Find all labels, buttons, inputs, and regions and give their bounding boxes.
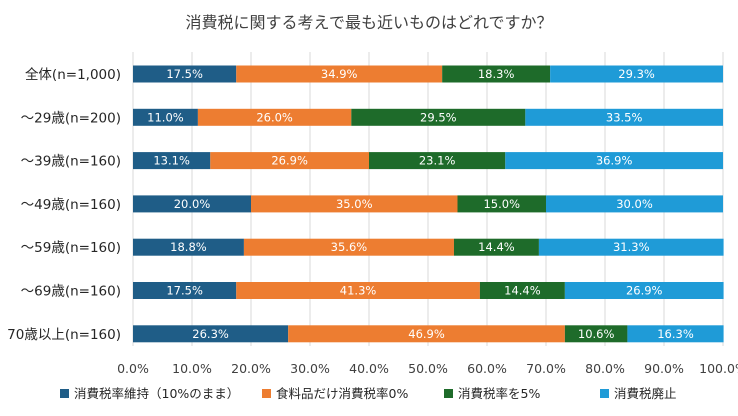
bar-segment	[457, 195, 546, 213]
bar-segment	[442, 65, 551, 83]
legend-label: 消費税率維持（10%のまま）	[74, 386, 239, 401]
bar-segment	[550, 65, 723, 83]
bar-segment	[453, 238, 539, 256]
legend-label: 食料品だけ消費税率0%	[276, 386, 408, 401]
legend-label: 消費税廃止	[614, 386, 677, 401]
legend-swatch	[444, 389, 453, 398]
bar-segment	[564, 325, 628, 343]
data-label: 17.5%	[166, 284, 203, 298]
x-tick-label: 30.0%	[290, 361, 330, 376]
data-label: 14.4%	[478, 240, 515, 254]
x-axis-tick-labels: 0.0% 10.0% 20.0% 30.0% 40.0% 50.0% 60.0% 70.0% 8…	[117, 361, 738, 376]
bar-segment	[133, 238, 244, 256]
category-labels: 全体(n=1,000) ～29歳(n=200) ～39歳(n=160) ～49歳(n=…	[7, 66, 121, 343]
x-tick-label: 40.0%	[349, 361, 389, 376]
category-label: ～49歳(n=160)	[21, 197, 121, 213]
x-tick-label: 90.0%	[644, 361, 684, 376]
data-label: 10.6%	[578, 327, 615, 341]
category-label: ～69歳(n=160)	[21, 284, 121, 300]
bar-segment	[627, 325, 724, 343]
bar-segment	[133, 152, 211, 170]
data-label: 26.9%	[626, 284, 663, 298]
bar-segment	[538, 238, 724, 256]
legend-swatch	[262, 389, 271, 398]
chart-title: 消費税に関する考えで最も近いものはどれですか？	[185, 13, 552, 32]
bar-segment	[197, 108, 352, 126]
legend: 消費税率維持（10%のまま） 食料品だけ消費税率0% 消費税率を5% 消費税廃止	[60, 386, 677, 401]
bar-segment	[351, 108, 526, 126]
x-tick-label: 50.0%	[408, 361, 448, 376]
data-label: 30.0%	[616, 197, 653, 211]
legend-swatch	[60, 389, 69, 398]
bar-segment	[236, 282, 480, 299]
x-tick-label: 80.0%	[585, 361, 625, 376]
data-label: 16.3%	[657, 327, 694, 341]
bar-segment	[505, 152, 723, 170]
bar-segment	[133, 325, 289, 343]
x-tick-label: 0.0%	[117, 361, 149, 376]
legend-swatch	[600, 389, 609, 398]
data-label: 35.6%	[331, 240, 368, 254]
data-label: 26.9%	[271, 154, 308, 168]
category-label: ～39歳(n=160)	[21, 154, 121, 170]
bar-area: 17.5% 34.9% 18.3% 29.3% 11.0% 26.0% 29.5% 33.5%…	[133, 65, 724, 343]
data-label: 29.3%	[618, 67, 655, 81]
x-tick-label: 10.0%	[172, 361, 212, 376]
category-label: 全体(n=1,000)	[25, 66, 121, 83]
data-label: 17.5%	[166, 67, 203, 81]
bar-segment	[236, 65, 443, 83]
data-label: 18.8%	[170, 240, 207, 254]
bar-segment	[288, 325, 565, 343]
data-label: 23.1%	[419, 154, 456, 168]
bar-segment	[210, 152, 369, 170]
x-tick-label: 20.0%	[231, 361, 271, 376]
data-label: 34.9%	[321, 67, 358, 81]
bar-segment	[564, 282, 724, 299]
data-label: 18.3%	[478, 67, 515, 81]
data-label: 26.3%	[192, 327, 229, 341]
data-label: 20.0%	[174, 197, 211, 211]
bar-segment	[479, 282, 565, 299]
category-label: ～29歳(n=200)	[21, 110, 121, 126]
data-label: 14.4%	[504, 284, 541, 298]
x-tick-label: 60.0%	[467, 361, 507, 376]
data-label: 46.9%	[408, 327, 445, 341]
category-label: 70歳以上(n=160)	[7, 327, 121, 343]
data-label: 41.3%	[340, 284, 377, 298]
data-label: 36.9%	[596, 154, 633, 168]
data-label: 35.0%	[336, 197, 373, 211]
data-label: 13.1%	[153, 154, 190, 168]
bar-segment	[546, 195, 723, 213]
bar-segment	[243, 238, 454, 256]
x-tick-label: 100.0%	[699, 361, 738, 376]
bar-segment	[133, 195, 251, 213]
data-label: 29.5%	[420, 110, 457, 124]
bar-segment	[251, 195, 458, 213]
bar-segment	[133, 65, 237, 83]
bar-segment	[369, 152, 506, 170]
bar-segment	[133, 108, 198, 126]
data-label: 11.0%	[147, 110, 184, 124]
bar-segment	[133, 282, 237, 299]
bar-segment	[525, 108, 723, 126]
category-label: ～59歳(n=160)	[21, 240, 121, 256]
data-label: 33.5%	[606, 110, 643, 124]
data-label: 31.3%	[613, 240, 650, 254]
data-label: 15.0%	[483, 197, 520, 211]
data-label: 26.0%	[256, 110, 293, 124]
legend-label: 消費税率を5%	[458, 386, 540, 401]
x-tick-label: 70.0%	[526, 361, 566, 376]
